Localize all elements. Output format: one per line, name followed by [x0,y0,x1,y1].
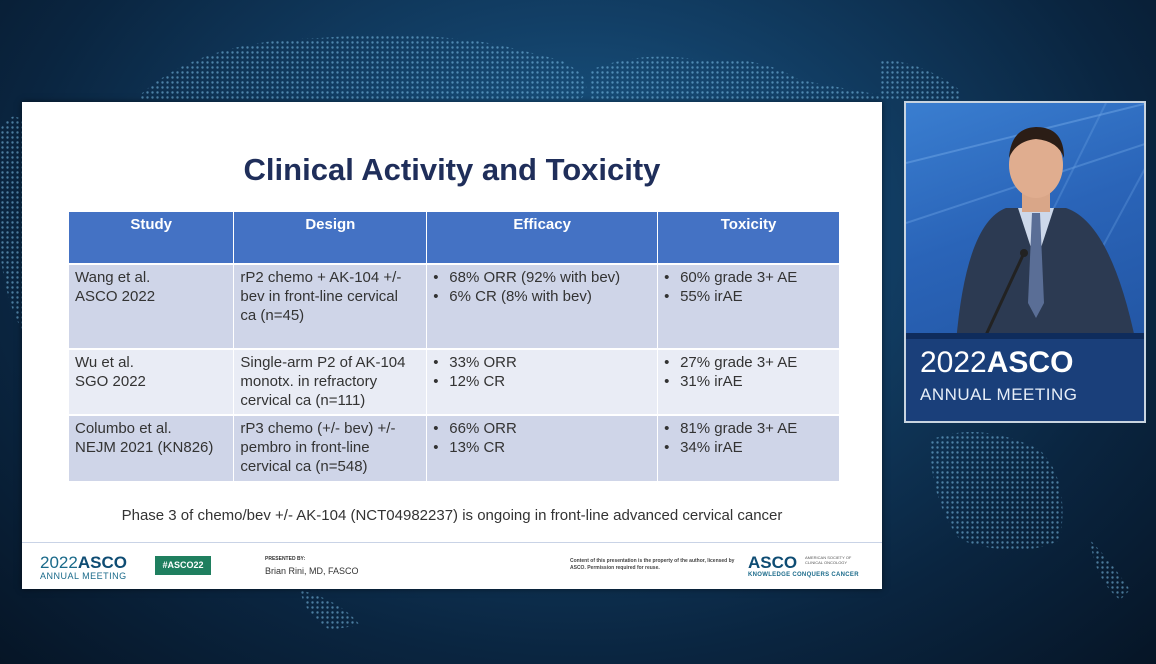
header-toxicity: Toxicity [657,212,840,264]
presenter-name: Brian Rini, MD, FASCO [265,566,359,576]
efficacy-cell: 33% ORR 12% CR [426,348,659,415]
header-design: Design [233,212,428,264]
header-study: Study [69,212,235,264]
efficacy-cell: 66% ORR 13% CR [426,414,659,481]
asco-logo: ASCO [748,553,798,572]
copyright-disclaimer: Content of this presentation is the prop… [570,558,735,571]
slide-title: Clinical Activity and Toxicity [243,152,661,187]
hashtag-badge: #ASCO22 [155,556,211,575]
study-cell: Columbo et al. NEJM 2021 (KN826) [69,414,235,481]
podium-logo-subtitle: ANNUAL MEETING [920,385,1078,404]
header-efficacy: Efficacy [426,212,659,264]
presentation-slide: Clinical Activity and Toxicity Study Des… [22,102,882,589]
podium-logo: 2022ASCO [920,346,1074,379]
efficacy-cell: 68% ORR (92% with bev) 6% CR (8% with be… [426,263,659,349]
asco-tagline: KNOWLEDGE CONQUERS CANCER [748,572,859,578]
table-row: Columbo et al. NEJM 2021 (KN826) rP3 che… [69,414,840,481]
slide-footer: 2022ASCO ANNUAL MEETING #ASCO22 PRESENTE… [22,542,882,590]
speaker-illustration [906,103,1144,421]
slide-footnote: Phase 3 of chemo/bev +/- AK-104 (NCT0498… [121,507,783,524]
study-cell: Wang et al. ASCO 2022 [69,263,235,349]
toxicity-cell: 60% grade 3+ AE 55% irAE [657,263,840,349]
toxicity-cell: 81% grade 3+ AE 34% irAE [657,414,840,481]
speaker-video: 2022ASCO ANNUAL MEETING [904,101,1146,423]
design-cell: rP3 chemo (+/- bev) +/- pembro in front-… [233,414,428,481]
table-row: Wu et al. SGO 2022 Single-arm P2 of AK-1… [69,348,840,415]
design-cell: rP2 chemo + AK-104 +/- bev in front-line… [233,263,428,349]
society-name: AMERICAN SOCIETY OF CLINICAL ONCOLOGY [805,555,852,565]
table-row: Wang et al. ASCO 2022 rP2 chemo + AK-104… [69,263,840,349]
study-cell: Wu et al. SGO 2022 [69,348,235,415]
meeting-logo-subtitle: ANNUAL MEETING [40,571,127,581]
presented-by-label: PRESENTED BY: [265,556,306,562]
results-table: Study Design Efficacy Toxicity Wang et a… [69,212,840,481]
design-cell: Single-arm P2 of AK-104 monotx. in refra… [233,348,428,415]
toxicity-cell: 27% grade 3+ AE 31% irAE [657,348,840,415]
table-header-row: Study Design Efficacy Toxicity [69,212,840,264]
meeting-logo: 2022ASCO [40,553,127,572]
